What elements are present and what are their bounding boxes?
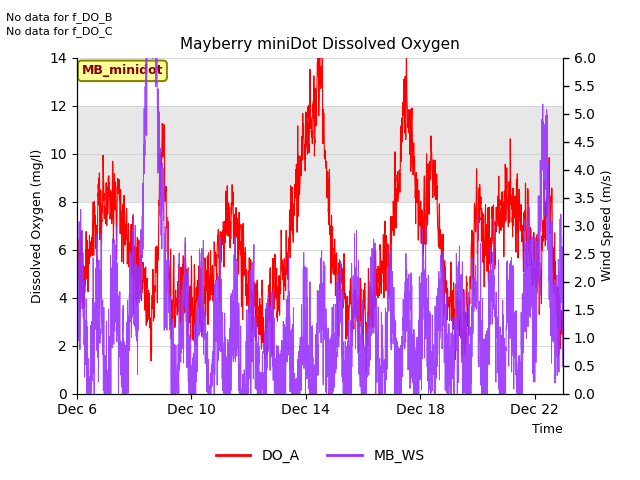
Text: MB_minidot: MB_minidot — [82, 64, 163, 77]
Title: Mayberry miniDot Dissolved Oxygen: Mayberry miniDot Dissolved Oxygen — [180, 37, 460, 52]
Y-axis label: Wind Speed (m/s): Wind Speed (m/s) — [601, 170, 614, 281]
Text: No data for f_DO_B: No data for f_DO_B — [6, 12, 113, 23]
Text: No data for f_DO_C: No data for f_DO_C — [6, 26, 113, 37]
Bar — [77, 106, 563, 202]
X-axis label: Time: Time — [532, 423, 563, 436]
Y-axis label: Dissolved Oxygen (mg/l): Dissolved Oxygen (mg/l) — [31, 148, 44, 303]
Legend: DO_A, MB_WS: DO_A, MB_WS — [210, 443, 430, 468]
